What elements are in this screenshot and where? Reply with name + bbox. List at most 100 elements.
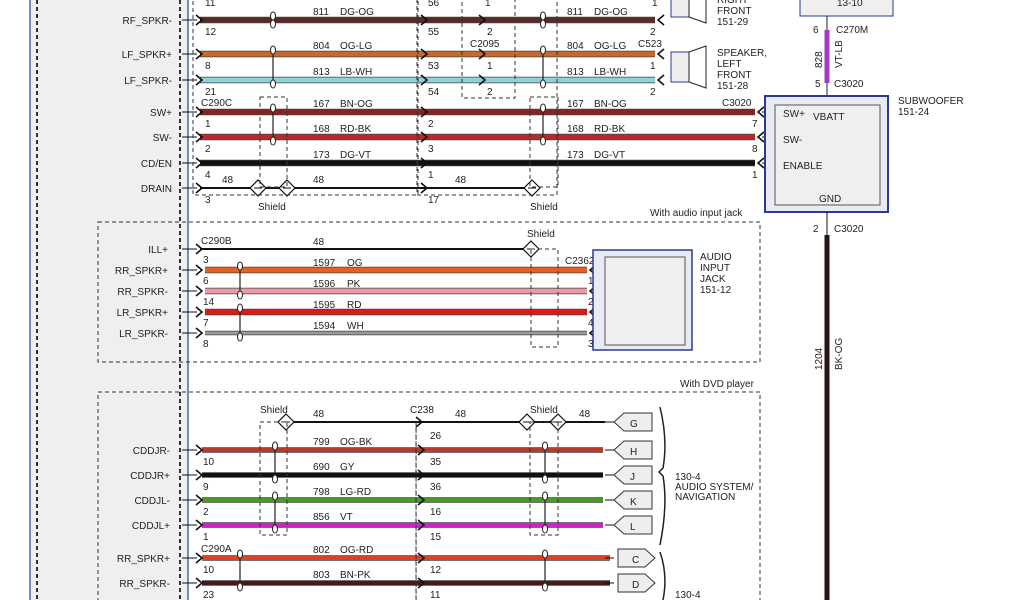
signal-label: LR_SPKR-: [119, 329, 168, 340]
shield-label: Shield: [260, 405, 288, 416]
connector-id: C3020: [834, 79, 864, 90]
group-brace: [659, 551, 666, 600]
pin-number: 2: [487, 87, 493, 98]
pin-number: 10: [203, 565, 215, 576]
twisted-pair-loop-icon: [542, 441, 548, 451]
module-panel: [29, 0, 189, 600]
connector-arrow-icon: [420, 14, 429, 26]
shield-label: Shield: [530, 405, 558, 416]
circuit-number: 828: [814, 51, 825, 68]
pin-number: 1: [203, 532, 209, 543]
circuit-number: 803: [313, 570, 330, 581]
pin-number: 10: [203, 457, 215, 468]
pin-number: 3: [428, 144, 434, 155]
twisted-pair-loop-icon: [540, 136, 546, 146]
circuit-number: 48: [455, 409, 467, 420]
twisted-pair-loop-icon: [540, 79, 546, 89]
shield-boundary: [529, 421, 559, 536]
connector-arrow-icon: [417, 444, 426, 456]
connector-arrow-icon: [195, 327, 204, 339]
circuit-number: 173: [313, 150, 330, 161]
twisted-pair-loop-icon: [540, 103, 546, 113]
pin-number: 17: [428, 195, 440, 206]
subwoofer-inner: [774, 104, 881, 206]
circuit-number: 798: [313, 487, 330, 498]
subwoofer-pin-label: SW+: [783, 109, 805, 120]
circuit-number: 1595: [313, 300, 336, 311]
pin-number: 2: [588, 297, 594, 308]
circuit-number: 167: [567, 99, 584, 110]
pin-number: 16: [430, 507, 442, 518]
connector-arrow-icon: [417, 519, 426, 531]
speaker-coil-icon: [670, 51, 690, 83]
connector-id: C2362: [565, 256, 595, 267]
twisted-pair-loop-icon: [270, 45, 276, 55]
subwoofer-title: SUBWOOFER: [898, 96, 964, 107]
terminal-letter: J: [630, 472, 635, 483]
wire-color-code: RD-BK: [340, 124, 371, 135]
option-box-audio-input: [97, 221, 761, 363]
connector-arrow-icon: [415, 416, 424, 428]
pin-number: 2: [813, 224, 819, 235]
circuit-number: 811: [313, 7, 329, 18]
pin-number: 6: [813, 25, 819, 36]
circuit-number: 48: [313, 237, 325, 248]
circuit-number: 813: [313, 67, 330, 78]
signal-label: LR_SPKR+: [117, 308, 169, 319]
twisted-pair-loop-icon: [272, 491, 278, 501]
connector-id: C270M: [836, 25, 868, 36]
audio-system-label: 130-4: [675, 472, 701, 483]
speaker-cone-icon: [688, 0, 707, 24]
pin-number: 8: [752, 144, 758, 155]
pin-number: 1: [650, 61, 656, 72]
connector-arrow-icon: [756, 131, 765, 143]
audio-input-jack-title: JACK: [700, 274, 726, 285]
section-title: With DVD player: [680, 379, 755, 390]
terminal-letter: L: [630, 522, 636, 533]
connector-arrow-icon: [656, 14, 665, 26]
circuit-number: 856: [313, 512, 330, 523]
terminal-letter: H: [630, 447, 637, 458]
wire-color-code: WH: [347, 321, 364, 332]
connector-arrow-icon: [195, 285, 204, 297]
signal-label: DRAIN: [141, 184, 172, 195]
connector-arrow-icon: [420, 74, 429, 86]
terminal-letter: D: [632, 580, 639, 591]
twisted-pair-loop-icon: [237, 332, 243, 342]
option-box-dvd: [97, 391, 761, 600]
signal-label: RF_SPKR-: [123, 16, 172, 27]
subwoofer-vbatt-label: VBATT: [813, 112, 844, 123]
speaker-left-label: FRONT: [717, 70, 751, 81]
twisted-pair-loop-icon: [542, 549, 548, 559]
wire-color-code: LG-RD: [340, 487, 371, 498]
wire-color-code: RD: [347, 300, 361, 311]
pin-number: 1: [652, 0, 658, 9]
connector-arrow-icon: [478, 48, 487, 60]
connector-id: C238: [410, 405, 434, 416]
connector-arrow-icon: [756, 106, 765, 118]
signal-label: RR_SPKR-: [119, 579, 170, 590]
pin-number: 3: [588, 339, 594, 350]
inline-terminal-icon: [613, 515, 653, 535]
connector-arrow-icon: [195, 519, 204, 531]
inline-terminal-icon: [613, 490, 653, 510]
twisted-pair-loop-icon: [272, 524, 278, 534]
connector-id: C290B: [201, 236, 232, 247]
pin-number: 56: [428, 0, 440, 9]
pin-number: 23: [203, 590, 215, 600]
connector-arrow-icon: [195, 14, 204, 26]
connector-arrow-icon: [195, 74, 204, 86]
audio-system-label: 130-4: [675, 590, 701, 600]
circuit-number: 168: [313, 124, 330, 135]
pin-number: 3: [203, 255, 209, 266]
wire-color-code: VT-LB: [834, 40, 845, 68]
signal-label: ILL+: [148, 245, 168, 256]
terminal-letter: G: [630, 419, 638, 430]
twisted-pair-loop-icon: [540, 11, 546, 21]
pin-number: 1: [205, 119, 211, 130]
inline-terminal-icon: [613, 412, 653, 432]
pin-number: 5: [815, 79, 821, 90]
connector-arrow-icon: [478, 14, 487, 26]
pin-number: 21: [205, 87, 217, 98]
audio-input-jack-title: INPUT: [700, 263, 730, 274]
